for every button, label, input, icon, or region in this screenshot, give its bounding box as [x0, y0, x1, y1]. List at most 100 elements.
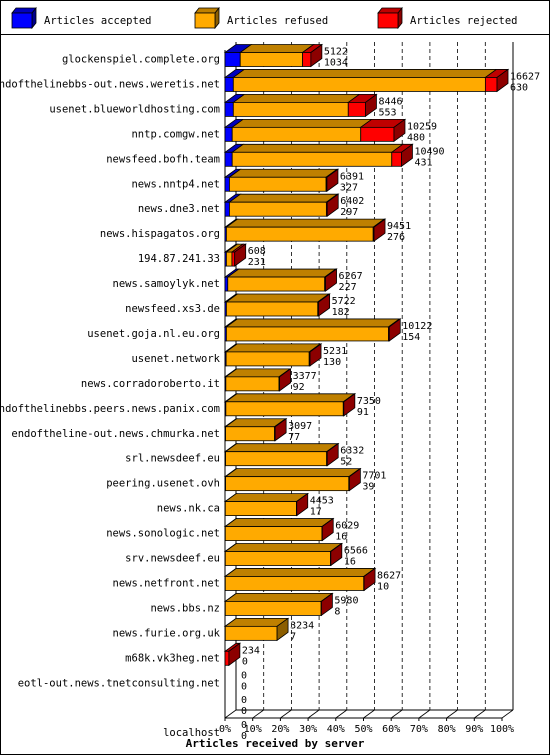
bar-front — [224, 276, 229, 292]
server-label: m68k.vk3heg.net — [125, 652, 220, 664]
server-label: news.furie.org.uk — [113, 627, 221, 639]
bar-side — [326, 168, 339, 193]
bar-row — [223, 68, 510, 93]
server-labels: glockenspiel.complete.org endofthelinebbs… — [0, 54, 221, 740]
bar-row — [223, 368, 292, 392]
bar-row — [223, 143, 414, 168]
value-label-secondary: 16 — [335, 532, 347, 543]
value-label-secondary: 0 — [241, 706, 247, 717]
bar-front — [224, 501, 297, 517]
value-label-total: 608 — [248, 246, 266, 257]
bar-front — [224, 625, 278, 641]
bar-row — [223, 567, 377, 592]
bar-row — [223, 517, 335, 542]
bar-front — [224, 650, 230, 666]
server-label: glockenspiel.complete.org — [62, 54, 220, 66]
server-label: peering.usenet.ovh — [106, 478, 220, 490]
bar-row — [223, 268, 338, 292]
value-label-total: 7350 — [357, 396, 381, 407]
value-label-secondary: 10 — [377, 581, 389, 592]
floor-line — [501, 709, 514, 719]
value-label-secondary: 130 — [323, 357, 341, 368]
server-label: endofthelinebbs-out.news.weretis.net — [0, 78, 220, 90]
bar-front — [360, 126, 395, 142]
bar-segment — [224, 518, 335, 541]
bar-top — [224, 543, 343, 552]
bar-side — [228, 642, 241, 667]
legend-swatch — [11, 12, 33, 29]
bar-front — [224, 601, 322, 616]
bar-side — [279, 368, 291, 392]
bar-row — [223, 43, 324, 68]
value-label-total: 0 — [241, 695, 247, 706]
server-label: newsfeed.xs3.de — [125, 303, 220, 315]
bar-side — [320, 592, 333, 617]
value-label-secondary: 227 — [339, 282, 357, 293]
bar-segment — [230, 143, 404, 167]
value-label-total: 16627 — [510, 71, 540, 82]
floor-line — [280, 709, 292, 719]
server-label: localhost — [163, 727, 220, 739]
value-label-secondary: 154 — [402, 332, 420, 343]
bar-segment — [232, 69, 498, 92]
bar-side — [388, 318, 401, 342]
value-label-secondary: 7 — [290, 631, 296, 642]
bar-top — [230, 118, 373, 128]
server-label: usenet.network — [131, 353, 220, 365]
bar-front — [231, 251, 236, 267]
bar-side — [234, 243, 247, 267]
bar-front — [232, 77, 486, 92]
bar-segment — [224, 593, 334, 616]
bar-row — [223, 343, 323, 367]
bar-side — [310, 43, 323, 68]
bar-front — [225, 226, 374, 242]
legend-swatch — [194, 12, 216, 29]
floor-line — [418, 709, 431, 719]
value-label-total: 10490 — [414, 146, 444, 157]
bar-segment — [224, 493, 309, 517]
bar-row — [223, 617, 290, 642]
server-label: news.hispagatos.org — [100, 228, 220, 240]
server-label: 194.87.241.33 — [138, 253, 220, 265]
bar-side — [401, 143, 413, 168]
floor-line — [224, 709, 237, 719]
bar-row — [223, 218, 387, 242]
x-tick-label: 0% — [219, 724, 231, 735]
bar-side — [496, 68, 509, 93]
bar-front — [225, 426, 275, 442]
floor-line — [390, 709, 403, 719]
bar-side — [276, 617, 289, 642]
bar-top — [228, 168, 339, 178]
bar-front — [224, 526, 323, 541]
bar-front — [224, 102, 234, 117]
server-label: news.corradoroberto.it — [81, 378, 220, 390]
bar-row — [223, 243, 247, 267]
bar-top — [224, 393, 356, 403]
bar-front — [224, 126, 233, 142]
bar-row — [223, 93, 378, 118]
value-label-total: 8627 — [377, 570, 401, 581]
legend-label: Articles accepted — [44, 15, 151, 27]
value-label-secondary: 630 — [510, 82, 528, 93]
value-label-total: 5231 — [323, 346, 347, 357]
bar-top — [232, 94, 361, 103]
bar-front — [224, 52, 241, 67]
bar-front — [391, 151, 402, 167]
bar-side — [326, 442, 339, 467]
floor-line — [252, 709, 264, 719]
floor-line — [307, 709, 320, 719]
bar-segment — [232, 94, 361, 117]
bar-segment — [224, 368, 292, 392]
bar-row — [223, 492, 309, 517]
server-label: news.nk.ca — [157, 503, 220, 515]
value-label-secondary: 0 — [241, 681, 247, 692]
value-label-secondary: 17 — [310, 507, 322, 518]
server-label: usenet.blueworldhosting.com — [49, 103, 220, 115]
bar-side — [326, 193, 339, 217]
value-label-secondary: 39 — [362, 482, 374, 493]
bar-front — [224, 201, 230, 217]
bar-row — [223, 442, 340, 467]
bar-front — [231, 126, 362, 142]
bar-front — [225, 451, 328, 467]
